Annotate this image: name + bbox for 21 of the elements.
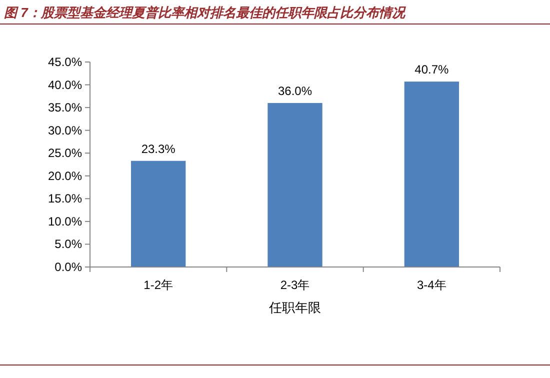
y-tick-label: 0.0% [54,260,82,274]
bar [268,103,322,267]
bar [404,82,459,267]
y-tick-label: 40.0% [48,78,82,92]
y-tick-label: 10.0% [48,214,82,228]
data-label: 23.3% [141,142,176,156]
data-label: 40.7% [414,62,450,77]
x-tick-label: 1-2年 [144,278,174,292]
y-tick-label: 20.0% [48,168,82,183]
y-tick-label: 30.0% [48,123,82,138]
y-tick-label: 5.0% [54,237,82,252]
bar [131,160,186,267]
y-tick-label: 45.0% [48,55,82,69]
y-tick-label: 15.0% [48,192,82,206]
data-label: 36.0% [278,84,312,98]
chart-title: 图 7：股票型基金经理夏普比率相对排名最佳的任职年限占比分布情况 [4,5,406,20]
y-tick-label: 25.0% [48,146,82,160]
y-tick-label: 35.0% [48,100,82,115]
x-tick-label: 2-3年 [280,278,310,292]
x-axis-title: 任职年限 [268,300,321,315]
x-tick-label: 3-4年 [416,278,446,292]
